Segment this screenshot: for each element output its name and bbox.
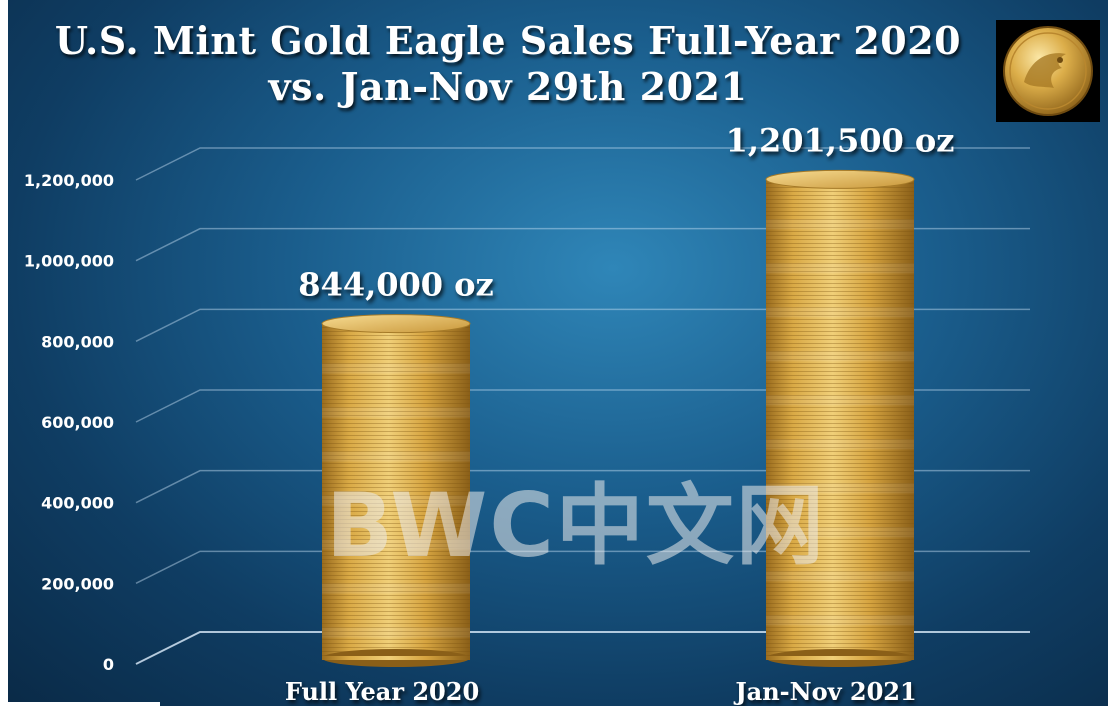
data-label: 844,000 oz (298, 266, 493, 304)
gridline (135, 308, 1030, 343)
bars (321, 169, 915, 667)
floor-edge (135, 631, 1030, 665)
y-tick-label: 1,000,000 (24, 252, 114, 271)
gridline (135, 389, 1030, 423)
x-axis: Full Year 2020 Jan-Nov 2021 (285, 677, 917, 706)
gridline (135, 227, 1030, 262)
x-tick-label: Jan-Nov 2021 (733, 677, 916, 706)
data-label: 1,201,500 oz (726, 121, 955, 159)
gridline (135, 550, 1030, 585)
gold-eagle-coin-icon (996, 20, 1100, 122)
y-tick-label: 0 (103, 655, 114, 674)
chart-title-line1: U.S. Mint Gold Eagle Sales Full-Year 202… (54, 18, 962, 63)
bar (321, 314, 471, 667)
bar-chart: 0 200,000 400,000 600,000 800,000 1,000,000 1,… (24, 121, 1030, 706)
chart-title: U.S. Mint Gold Eagle Sales Full-Year 202… (8, 18, 1008, 110)
gridline (135, 147, 1030, 181)
y-tick-label: 800,000 (41, 332, 114, 351)
frame-edge (0, 702, 160, 710)
data-labels: 844,000 oz 1,201,500 oz (298, 121, 954, 303)
chart-title-line2: vs. Jan-Nov 29th 2021 (268, 64, 748, 109)
y-tick-label: 400,000 (41, 494, 114, 513)
x-tick-label: Full Year 2020 (285, 677, 479, 706)
y-axis: 0 200,000 400,000 600,000 800,000 1,000,000 1,… (24, 171, 1030, 674)
watermark: BWC中文网 (326, 474, 826, 577)
gridline (135, 469, 1030, 504)
y-tick-label: 200,000 (41, 574, 114, 593)
chart-panel: U.S. Mint Gold Eagle Sales Full-Year 202… (8, 0, 1108, 706)
y-tick-label: 1,200,000 (24, 171, 114, 190)
bar (765, 169, 915, 667)
y-tick-label: 600,000 (41, 413, 114, 432)
